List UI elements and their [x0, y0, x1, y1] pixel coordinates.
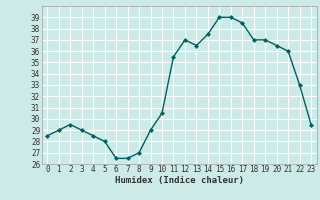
X-axis label: Humidex (Indice chaleur): Humidex (Indice chaleur)	[115, 176, 244, 185]
